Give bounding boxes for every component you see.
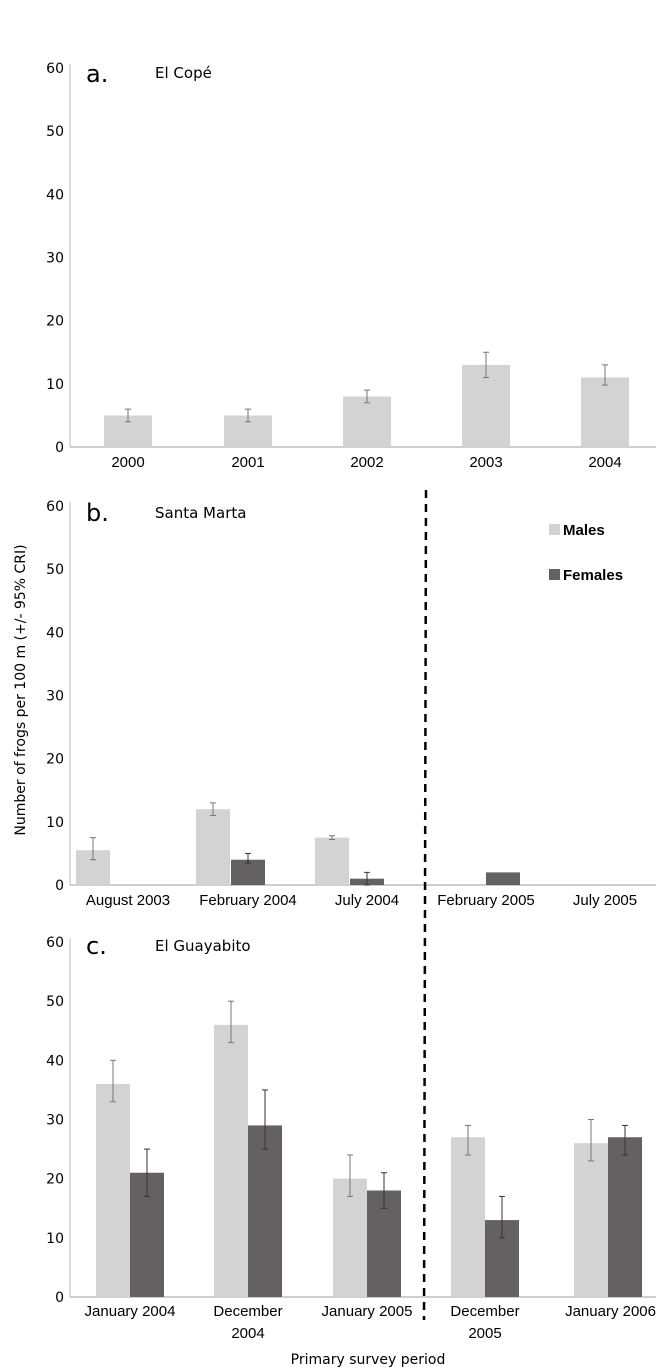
bar-females [486,872,520,885]
error-bar [622,1124,628,1156]
error-bar [347,1154,353,1197]
y-tick-label: 30 [46,251,64,267]
x-tick-label: February 2004 [199,892,297,909]
y-tick-label: 40 [46,187,64,203]
x-tick-label: February 2005 [437,892,535,909]
error-bar [245,852,251,864]
x-tick-label: 2001 [231,454,264,471]
y-tick-label: 20 [46,314,64,330]
error-bar [588,1119,594,1162]
error-bar [364,871,370,886]
bar-males [214,1024,248,1297]
panel-letter: a. [86,60,108,88]
error-bar [144,1148,150,1197]
y-tick-label: 50 [46,124,64,140]
error-bar [364,389,370,404]
bar-males [451,1137,485,1297]
bar-males [196,809,230,885]
x-tick-label: 2000 [111,454,144,471]
x-tick-label: December [450,1303,519,1320]
bar-males [315,837,349,885]
error-bar [602,364,608,386]
y-tick-label: 10 [46,377,64,393]
bar-females [608,1137,642,1297]
x-tick-label: January 2004 [85,1303,176,1320]
x-tick-label: January 2006 [565,1303,656,1320]
panel-title: El Copé [155,64,212,82]
y-tick-label: 30 [46,1113,64,1129]
bar-males [96,1084,130,1297]
bar-males [574,1143,608,1297]
site-divider-line [422,489,428,1321]
error-bar [125,408,131,423]
y-tick-label: 20 [46,1172,64,1188]
y-tick-label: 0 [55,878,64,894]
y-tick-label: 30 [46,689,64,705]
y-tick-label: 40 [46,625,64,641]
x-tick-label: December [213,1303,282,1320]
error-bar [110,1059,116,1103]
y-axis-title: Number of frogs per 100 m (+/- 95% CRI) [13,544,29,835]
x-tick-label: 2003 [469,454,502,471]
panel-title: El Guayabito [155,937,251,955]
panel-1: 0 10 20 30 40 50 60 a. El Copé 2000 2001 2002 2003 20… [46,60,656,471]
x-tick-label: July 2005 [573,892,637,909]
error-bar [262,1089,268,1150]
x-axis-title: Primary survey period [291,1352,446,1368]
panel-title: Santa Marta [155,504,246,522]
y-tick-label: 0 [55,440,64,456]
legend: Males Females [549,522,623,584]
bar-males [462,364,510,447]
error-bar [210,802,216,817]
bar-females [248,1125,282,1297]
y-tick-label: 60 [46,499,64,515]
x-tick-label: 2002 [350,454,383,471]
error-bar [245,408,251,423]
error-bar [90,837,96,861]
y-tick-label: 60 [46,935,64,951]
x-tick-label-line2: 2004 [231,1325,264,1342]
legend-males-label: Males [563,522,605,539]
legend-males-swatch [549,524,560,535]
x-tick-label: 2004 [588,454,621,471]
bar-females [231,859,265,885]
error-bar [329,835,335,841]
panel-2: 0 10 20 30 40 50 60 b. Santa Marta August 2003 Feb… [46,499,656,909]
y-tick-label: 10 [46,815,64,831]
bar-males [333,1178,367,1297]
error-bar [499,1195,505,1239]
panel-letter: c. [86,932,107,960]
y-tick-label: 60 [46,61,64,77]
legend-females-swatch [549,569,560,580]
bar-males [343,396,391,447]
panel-3: 0 10 20 30 40 50 60 c. El Guayabito January 2004 D… [46,932,656,1342]
error-bar [465,1124,471,1156]
y-tick-label: 10 [46,1231,64,1247]
panel-letter: b. [86,499,109,527]
y-tick-label: 50 [46,562,64,578]
error-bar [381,1172,387,1209]
error-bar [483,351,489,379]
legend-females-label: Females [563,567,623,584]
x-tick-label: August 2003 [86,892,170,909]
x-tick-label-line2: 2005 [468,1325,501,1342]
y-tick-label: 50 [46,994,64,1010]
y-tick-label: 0 [55,1290,64,1306]
bar-males [581,377,629,447]
y-tick-label: 20 [46,752,64,768]
y-tick-label: 40 [46,1053,64,1069]
x-tick-label: January 2005 [322,1303,413,1320]
error-bar [228,1000,234,1044]
x-tick-label: July 2004 [335,892,399,909]
